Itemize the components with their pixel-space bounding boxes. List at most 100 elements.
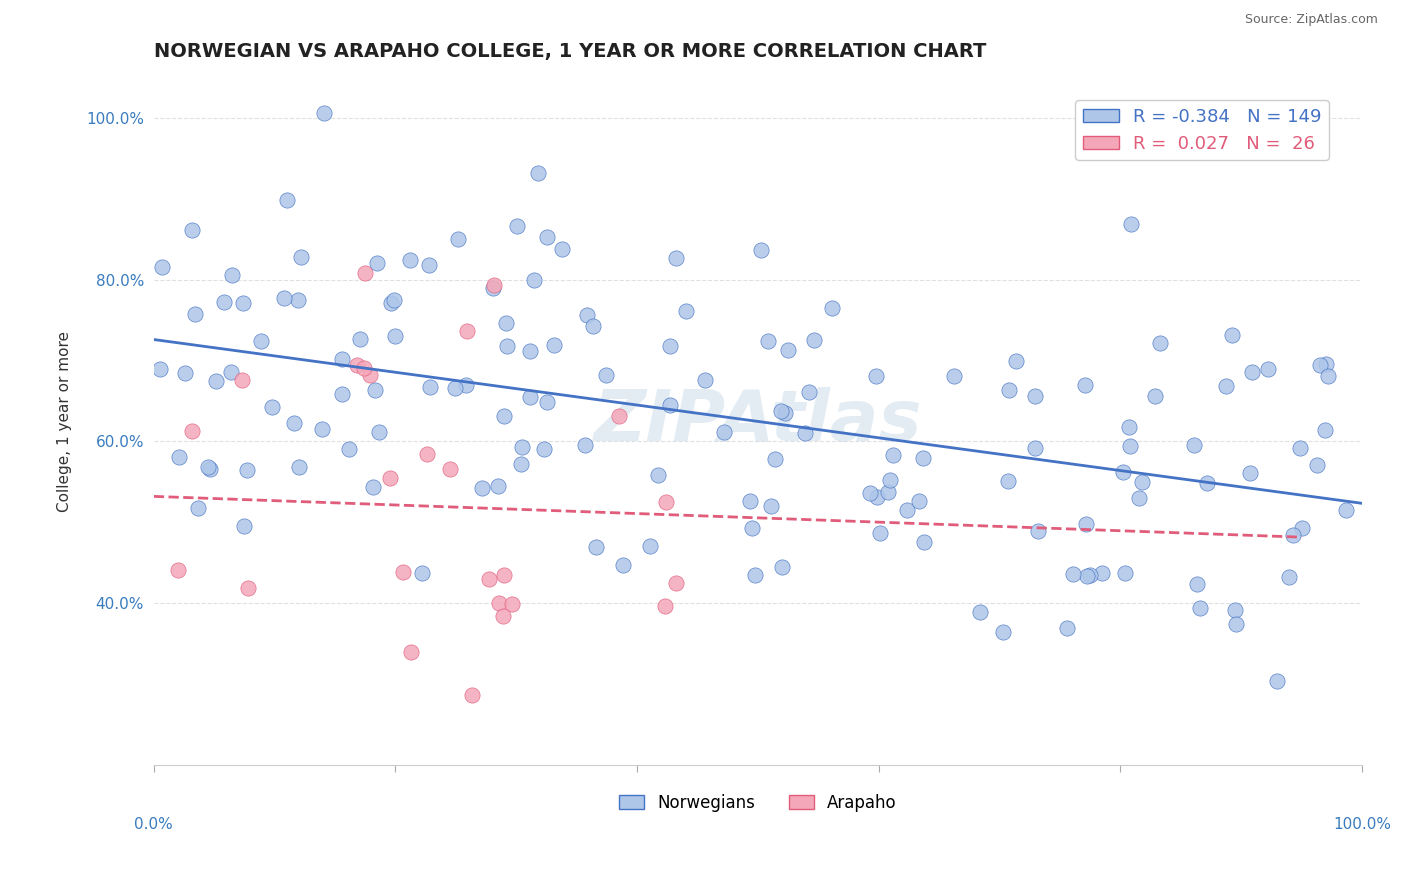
Point xyxy=(249,334,271,349)
Point xyxy=(198,462,221,476)
Point xyxy=(1257,362,1279,376)
Point xyxy=(167,563,190,577)
Point xyxy=(181,424,204,438)
Point xyxy=(882,448,904,462)
Point xyxy=(219,365,242,379)
Point xyxy=(495,339,517,353)
Point xyxy=(693,373,716,387)
Point xyxy=(1334,503,1357,517)
Point xyxy=(585,540,607,554)
Point xyxy=(287,293,309,307)
Point xyxy=(658,339,681,353)
Point xyxy=(330,387,353,401)
Point xyxy=(533,442,555,456)
Point xyxy=(1074,516,1097,531)
Point xyxy=(150,260,173,274)
Text: 0.0%: 0.0% xyxy=(135,817,173,832)
Point xyxy=(1182,438,1205,452)
Point xyxy=(595,368,617,382)
Point xyxy=(337,442,360,456)
Point xyxy=(416,447,439,461)
Point xyxy=(1309,358,1331,372)
Point xyxy=(1315,423,1337,437)
Point xyxy=(993,625,1015,640)
Point xyxy=(167,450,190,464)
Y-axis label: College, 1 year or more: College, 1 year or more xyxy=(58,331,72,512)
Point xyxy=(1241,366,1264,380)
Point xyxy=(366,256,388,270)
Point xyxy=(749,244,772,258)
Point xyxy=(419,380,441,394)
Point xyxy=(212,295,235,310)
Point xyxy=(1189,600,1212,615)
Point xyxy=(1223,602,1246,616)
Point xyxy=(1130,475,1153,490)
Point xyxy=(1024,389,1046,403)
Point xyxy=(444,382,467,396)
Point xyxy=(612,558,634,572)
Point xyxy=(858,485,880,500)
Point xyxy=(1024,442,1046,456)
Point xyxy=(197,459,219,474)
Point xyxy=(482,280,505,294)
Point xyxy=(1225,617,1247,632)
Point xyxy=(456,377,478,392)
Point xyxy=(418,258,440,272)
Point xyxy=(775,406,797,420)
Point xyxy=(236,463,259,477)
Point xyxy=(232,518,254,533)
Point xyxy=(236,581,259,595)
Point xyxy=(359,368,381,383)
Point xyxy=(1078,568,1101,582)
Point xyxy=(519,343,541,358)
Point xyxy=(260,400,283,414)
Point xyxy=(527,165,550,179)
Point xyxy=(609,409,631,423)
Point xyxy=(1289,441,1312,455)
Point xyxy=(574,438,596,452)
Point xyxy=(1316,368,1339,383)
Point xyxy=(231,373,253,387)
Point xyxy=(510,457,533,471)
Point xyxy=(1220,328,1243,343)
Point xyxy=(665,251,688,265)
Point xyxy=(492,609,515,624)
Point xyxy=(287,460,309,475)
Point xyxy=(384,329,406,343)
Point xyxy=(821,301,844,316)
Point xyxy=(865,368,887,383)
Point xyxy=(478,572,501,586)
Point xyxy=(363,480,385,494)
Point xyxy=(713,425,735,439)
Point xyxy=(1278,570,1301,584)
Point xyxy=(543,338,565,352)
Text: Source: ZipAtlas.com: Source: ZipAtlas.com xyxy=(1244,13,1378,27)
Point xyxy=(399,252,422,267)
Point xyxy=(368,425,391,439)
Point xyxy=(456,324,478,338)
Point xyxy=(461,688,484,702)
Point xyxy=(312,106,335,120)
Point xyxy=(1004,354,1026,368)
Point xyxy=(741,521,763,535)
Point xyxy=(1144,389,1167,403)
Point xyxy=(756,334,779,348)
Point xyxy=(1195,476,1218,491)
Point xyxy=(879,473,901,487)
Point xyxy=(290,250,312,264)
Point xyxy=(492,409,515,423)
Point xyxy=(173,367,195,381)
Point xyxy=(866,490,889,504)
Point xyxy=(221,268,243,282)
Point xyxy=(205,375,228,389)
Point xyxy=(495,316,517,330)
Point xyxy=(510,440,533,454)
Text: ZIPAtlas: ZIPAtlas xyxy=(593,387,922,456)
Point xyxy=(536,230,558,244)
Point xyxy=(1185,577,1208,591)
Point xyxy=(997,475,1019,489)
Point xyxy=(744,568,766,582)
Point xyxy=(1076,568,1098,582)
Point xyxy=(654,599,676,613)
Point xyxy=(353,266,375,280)
